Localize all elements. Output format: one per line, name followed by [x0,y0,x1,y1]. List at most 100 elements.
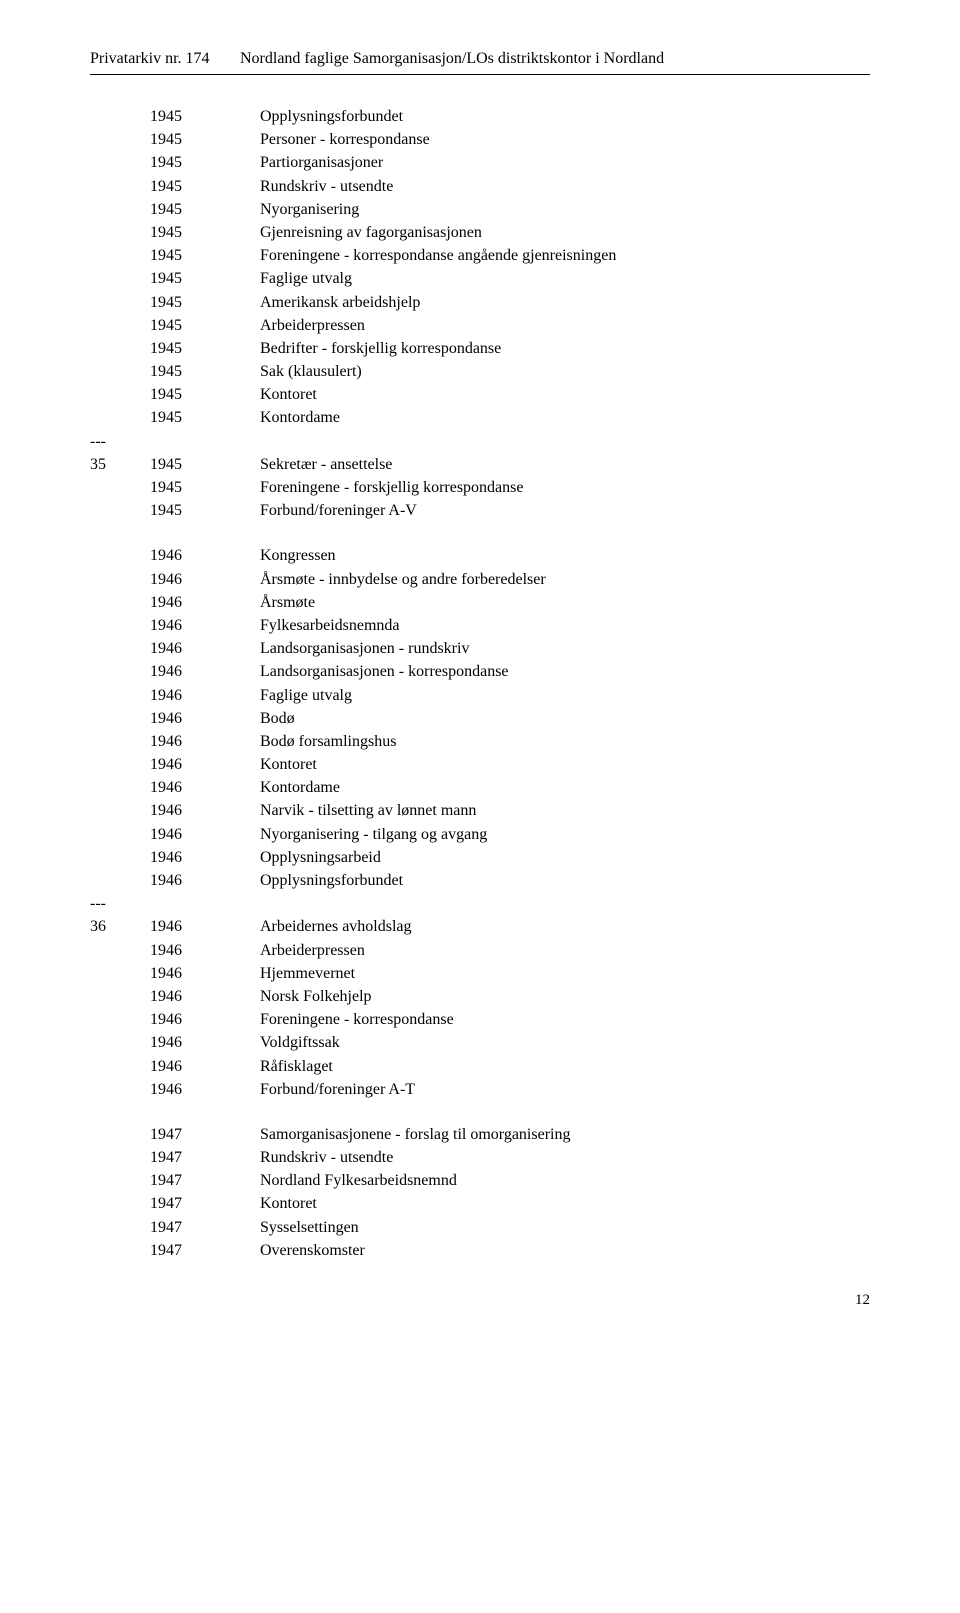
box-number [90,406,150,429]
box-number [90,291,150,314]
entry-year: 1946 [150,799,260,822]
box-number [90,1078,150,1101]
entry-text: Bodø forsamlingshus [260,730,870,753]
entry-row: 1946Nyorganisering - tilgang og avgang [90,823,870,846]
entry-year: 1947 [150,1123,260,1146]
entry-year: 1946 [150,869,260,892]
box-number [90,151,150,174]
entry-year: 1946 [150,637,260,660]
entry-year: 1946 [150,544,260,567]
entry-text: Opplysningsforbundet [260,869,870,892]
box-number [90,383,150,406]
entry-row: 1946Landsorganisasjonen - rundskriv [90,637,870,660]
entry-text: Sysselsettingen [260,1216,870,1239]
entry-text: Sak (klausulert) [260,360,870,383]
box-number [90,1008,150,1031]
entry-text: Rundskriv - utsendte [260,175,870,198]
entry-row: 1945Kontoret [90,383,870,406]
box-number [90,939,150,962]
entry-text: Sekretær - ansettelse [260,453,870,476]
box-number [90,128,150,151]
box-number [90,823,150,846]
entry-text: Råfisklaget [260,1055,870,1078]
entry-text: Hjemmevernet [260,962,870,985]
entry-text: Arbeidernes avholdslag [260,915,870,938]
box-number [90,962,150,985]
box-number [90,337,150,360]
entry-row: 1946Voldgiftssak [90,1031,870,1054]
box-number: 35 [90,453,150,476]
entry-year: 1946 [150,962,260,985]
document-page: Privatarkiv nr. 174 Nordland faglige Sam… [0,0,960,1339]
box-number [90,1123,150,1146]
entry-row: 1946Faglige utvalg [90,684,870,707]
entry-text: Foreningene - korrespondanse angående gj… [260,244,870,267]
entry-row: 1945Rundskriv - utsendte [90,175,870,198]
entry-row: 1945Faglige utvalg [90,267,870,290]
entry-year: 1946 [150,846,260,869]
entry-text: Bedrifter - forskjellig korrespondanse [260,337,870,360]
box-number [90,1216,150,1239]
entry-text: Partiorganisasjoner [260,151,870,174]
entry-year: 1945 [150,383,260,406]
entry-year: 1946 [150,939,260,962]
group-gap [90,522,870,544]
box-number [90,1031,150,1054]
entry-text: Årsmøte [260,591,870,614]
entry-text: Voldgiftssak [260,1031,870,1054]
box-number [90,730,150,753]
entry-year: 1945 [150,291,260,314]
header-divider [90,74,870,75]
entry-row: 1945Gjenreisning av fagorganisasjonen [90,221,870,244]
box-number [90,1239,150,1262]
entry-year: 1947 [150,1192,260,1215]
entry-row: 1946Norsk Folkehjelp [90,985,870,1008]
entry-year: 1946 [150,776,260,799]
box-number [90,846,150,869]
entry-row: 1945Opplysningsforbundet [90,105,870,128]
entry-row: 1946Opplysningsforbundet [90,869,870,892]
entry-text: Overenskomster [260,1239,870,1262]
entry-text: Rundskriv - utsendte [260,1146,870,1169]
entry-row: 1946Fylkesarbeidsnemnda [90,614,870,637]
entry-year: 1945 [150,406,260,429]
entry-text: Faglige utvalg [260,684,870,707]
entry-year: 1945 [150,314,260,337]
entry-row: 1945Amerikansk arbeidshjelp [90,291,870,314]
entry-row: 361946Arbeidernes avholdslag [90,915,870,938]
entry-text: Kontoret [260,383,870,406]
entry-row: 1945Sak (klausulert) [90,360,870,383]
box-number [90,568,150,591]
entry-year: 1946 [150,1031,260,1054]
entry-year: 1946 [150,753,260,776]
entry-row: 1945Nyorganisering [90,198,870,221]
entry-text: Kongressen [260,544,870,567]
entry-row: 1946Årsmøte [90,591,870,614]
box-number [90,198,150,221]
entry-row: 1946Råfisklaget [90,1055,870,1078]
entry-row: 1947Sysselsettingen [90,1216,870,1239]
box-number [90,985,150,1008]
entry-year: 1946 [150,660,260,683]
entry-row: 1947Rundskriv - utsendte [90,1146,870,1169]
entry-text: Nyorganisering - tilgang og avgang [260,823,870,846]
box-number [90,314,150,337]
entry-row: 1946Bodø forsamlingshus [90,730,870,753]
entry-text: Landsorganisasjonen - korrespondanse [260,660,870,683]
box-number [90,1192,150,1215]
entry-row: 1946Kontoret [90,753,870,776]
separator-text: --- [90,892,150,915]
box-number [90,175,150,198]
entry-year: 1946 [150,568,260,591]
entry-year: 1945 [150,198,260,221]
header-title: Nordland faglige Samorganisasjon/LOs dis… [240,50,870,68]
box-number [90,360,150,383]
entry-row: 351945Sekretær - ansettelse [90,453,870,476]
page-number: 12 [90,1292,870,1309]
entry-text: Kontordame [260,776,870,799]
entry-row: 1947Kontoret [90,1192,870,1215]
entry-text: Faglige utvalg [260,267,870,290]
entry-year: 1947 [150,1216,260,1239]
box-number [90,1146,150,1169]
box-number [90,707,150,730]
